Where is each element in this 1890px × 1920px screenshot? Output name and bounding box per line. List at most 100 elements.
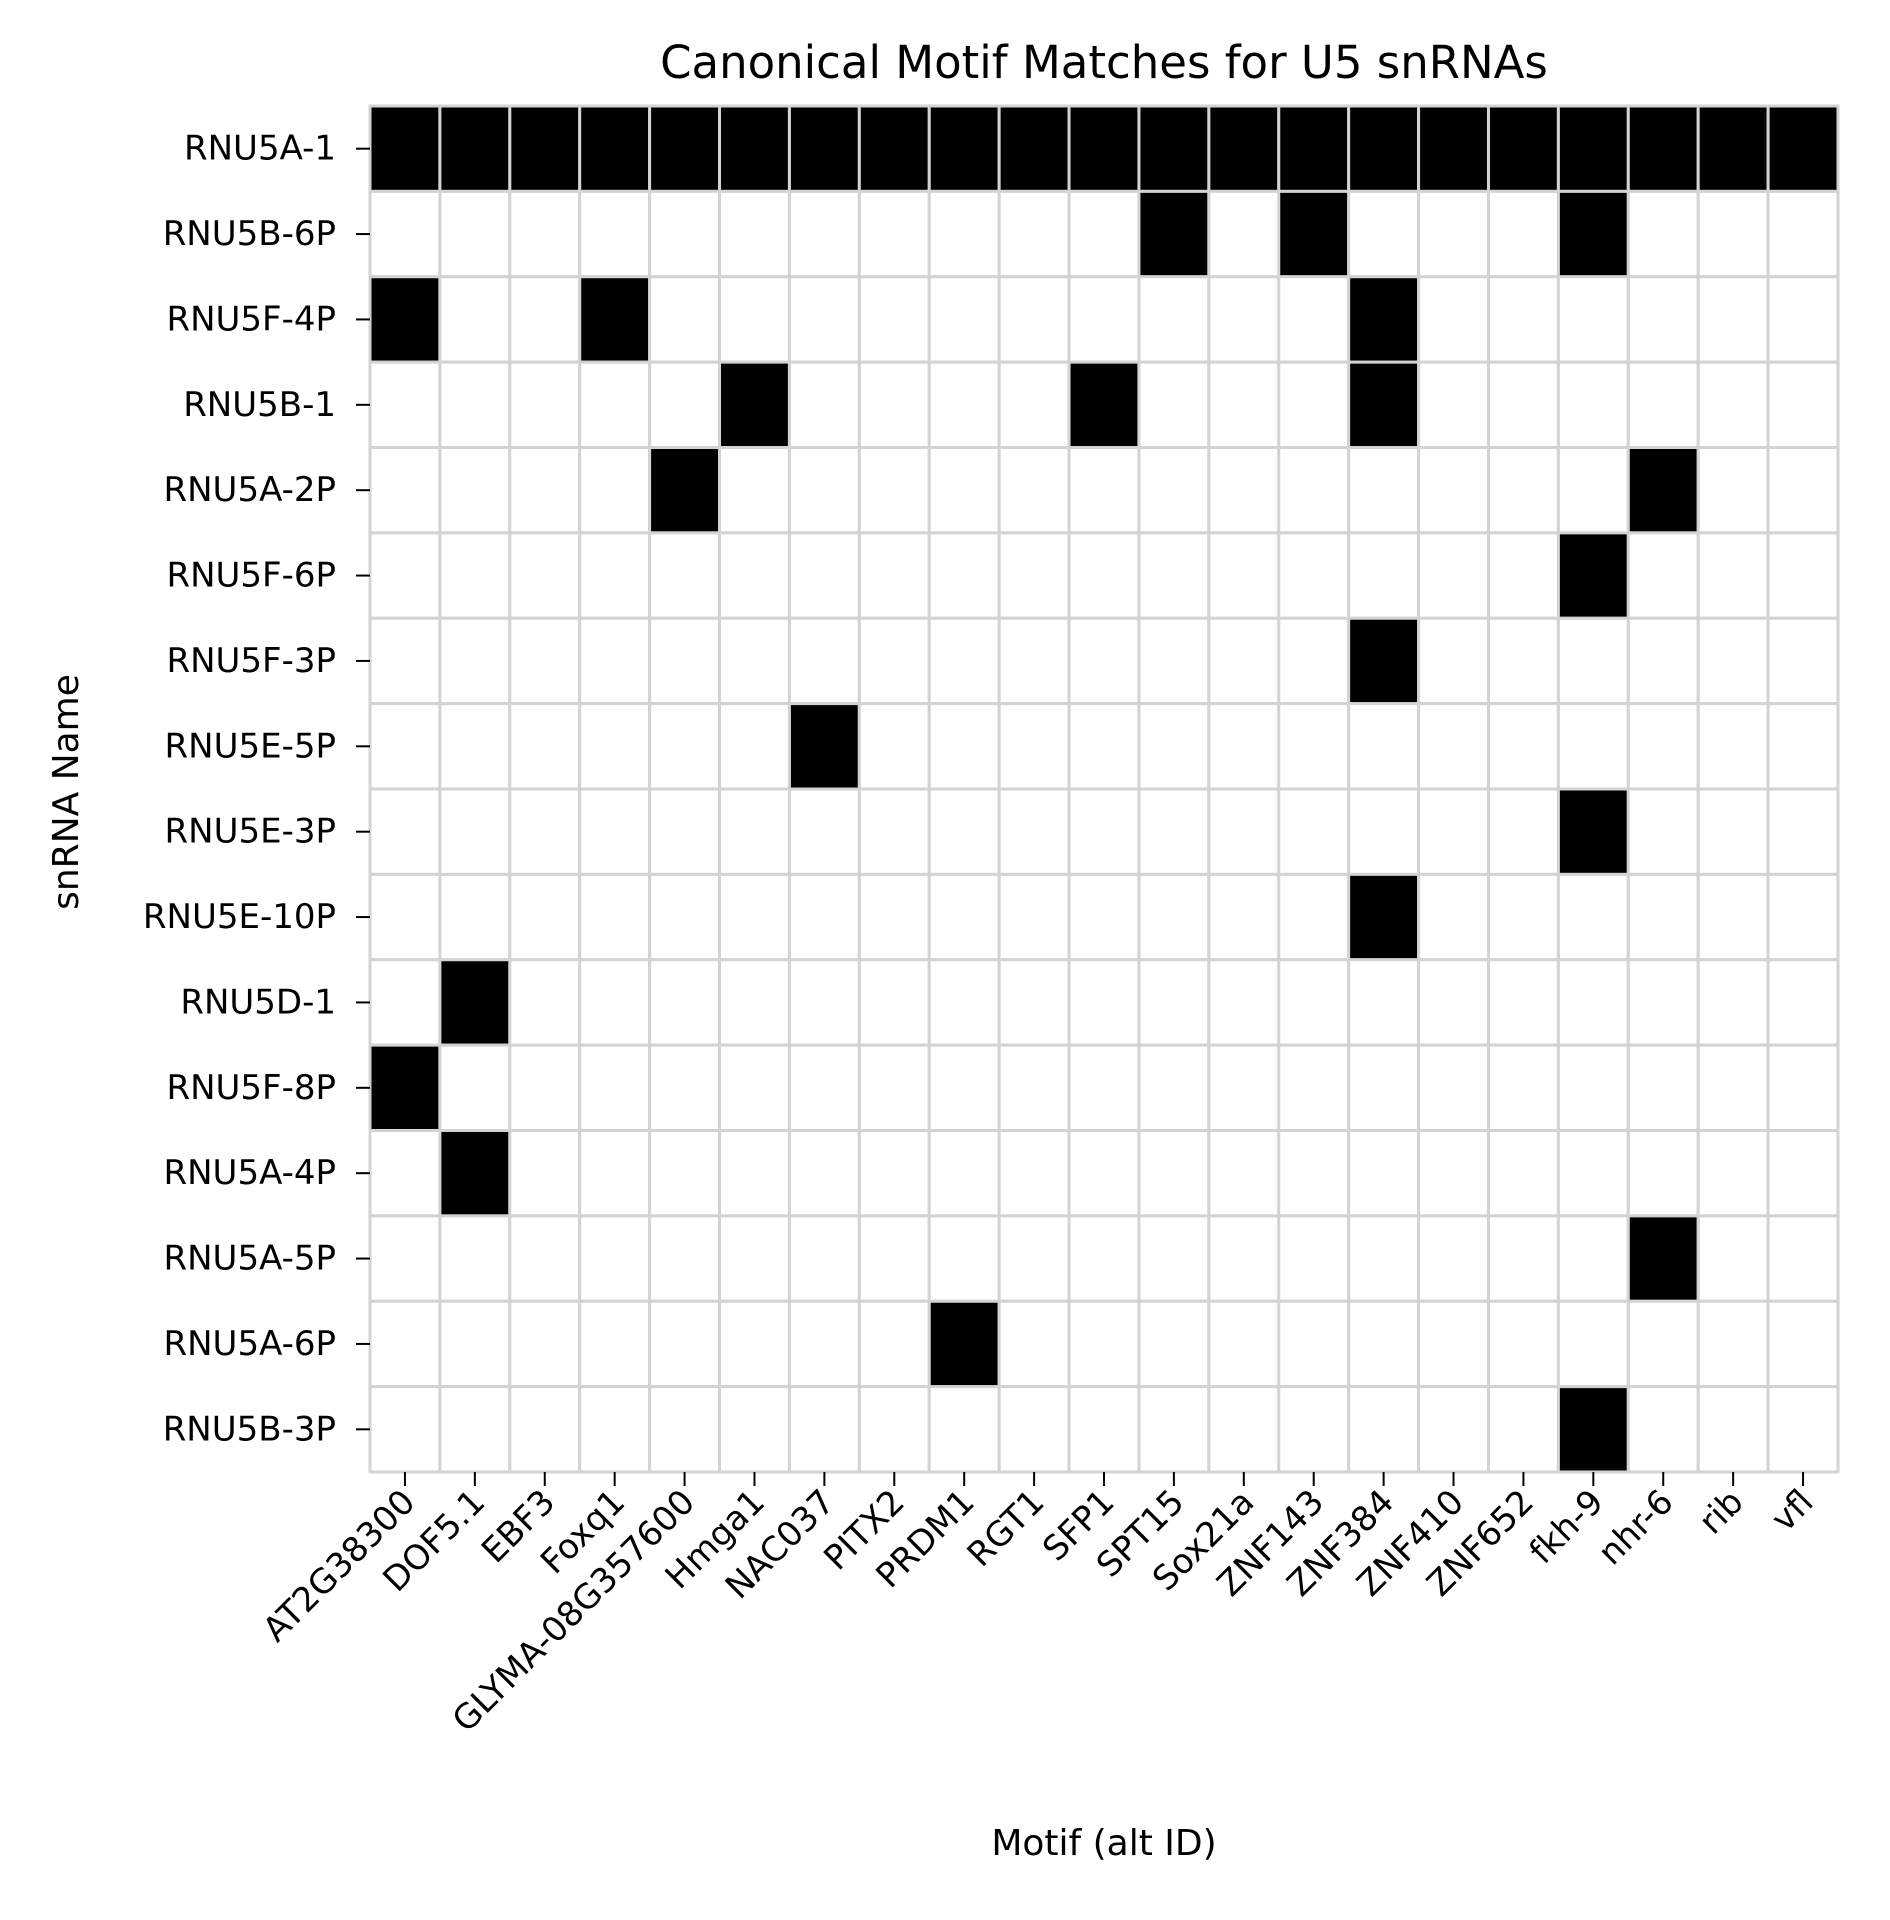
heatmap-cell <box>578 104 652 193</box>
heatmap-cell <box>718 787 791 876</box>
heatmap-cell <box>1067 872 1141 962</box>
heatmap-cell <box>997 1043 1071 1132</box>
heatmap-cell <box>857 1385 931 1474</box>
heatmap-cell <box>368 702 442 791</box>
y-tick-label: RNU5F-8P <box>166 1068 336 1108</box>
heatmap-cell <box>438 702 512 791</box>
heatmap-cell <box>787 1385 861 1474</box>
heatmap-cell <box>1626 189 1700 279</box>
heatmap-cell <box>1067 702 1141 791</box>
heatmap-cell <box>1696 1299 1770 1389</box>
heatmap-cell <box>1207 275 1281 364</box>
heatmap-cell <box>1207 1299 1281 1389</box>
heatmap-cell <box>1766 1385 1840 1474</box>
heatmap-cell <box>1626 104 1700 193</box>
heatmap-cell <box>1696 531 1770 620</box>
heatmap-cell <box>1766 1214 1840 1303</box>
heatmap-cell <box>1277 446 1351 535</box>
heatmap-cell <box>1277 958 1351 1047</box>
heatmap-cell <box>438 1214 512 1303</box>
heatmap-cell <box>1486 189 1560 279</box>
heatmap-cell <box>718 958 791 1047</box>
heatmap-cell <box>997 275 1071 364</box>
heatmap-cell <box>718 616 791 706</box>
heatmap-cell <box>1277 1385 1351 1474</box>
heatmap-cell <box>1626 616 1700 706</box>
x-axis-label: Motif (alt ID) <box>991 1823 1216 1864</box>
heatmap-cell <box>1347 360 1421 449</box>
heatmap-cell <box>1766 360 1840 449</box>
heatmap-cell <box>927 531 1001 620</box>
heatmap-cell <box>1556 616 1630 706</box>
heatmap-cell <box>508 1214 582 1303</box>
heatmap-cell <box>1486 616 1560 706</box>
heatmap-cell <box>1486 446 1560 535</box>
heatmap-cell <box>578 1385 652 1474</box>
heatmap-cell <box>718 446 791 535</box>
heatmap-cell <box>787 446 861 535</box>
heatmap-cell <box>1137 1299 1211 1389</box>
heatmap-cell <box>1137 275 1211 364</box>
heatmap-cell <box>1556 787 1630 876</box>
heatmap-cell <box>997 1385 1071 1474</box>
heatmap-cell <box>1766 446 1840 535</box>
heatmap-cell <box>1137 872 1211 962</box>
heatmap-cell <box>787 104 861 193</box>
heatmap-cell <box>927 360 1001 449</box>
y-tick-label: RNU5B-3P <box>163 1409 336 1449</box>
heatmap-cell <box>1626 275 1700 364</box>
heatmap-cell <box>857 702 931 791</box>
heatmap-cell <box>1417 872 1490 962</box>
heatmap-cell <box>1067 1385 1141 1474</box>
heatmap-cell <box>1696 1385 1770 1474</box>
heatmap-cell <box>1766 872 1840 962</box>
heatmap-cell <box>997 702 1071 791</box>
heatmap-cell <box>508 189 582 279</box>
y-tick-label: RNU5F-3P <box>166 641 336 681</box>
heatmap-cell <box>1277 1299 1351 1389</box>
heatmap-cell <box>368 446 442 535</box>
heatmap-cell <box>787 1129 861 1218</box>
heatmap-cell <box>1626 531 1700 620</box>
heatmap-cell <box>1067 360 1141 449</box>
heatmap-cell <box>1626 1385 1700 1474</box>
heatmap-cell <box>1277 702 1351 791</box>
heatmap-cell <box>1696 189 1770 279</box>
heatmap-cell <box>718 1214 791 1303</box>
heatmap-cell <box>718 1129 791 1218</box>
heatmap-cell <box>508 1129 582 1218</box>
heatmap-cell <box>857 1043 931 1132</box>
heatmap-cell <box>927 189 1001 279</box>
heatmap-cell <box>508 958 582 1047</box>
heatmap-cell <box>718 360 791 449</box>
heatmap-cell <box>1626 1043 1700 1132</box>
heatmap-cell <box>1486 787 1560 876</box>
heatmap-cell <box>1766 616 1840 706</box>
heatmap-cell <box>508 616 582 706</box>
heatmap-cell <box>368 872 442 962</box>
heatmap-cells <box>368 104 1840 1474</box>
heatmap-cell <box>997 360 1071 449</box>
heatmap-cell <box>578 872 652 962</box>
y-tick-label: RNU5A-1 <box>184 129 336 169</box>
heatmap-cell <box>438 1299 512 1389</box>
heatmap-cell <box>787 702 861 791</box>
heatmap-cell <box>368 1043 442 1132</box>
heatmap-cell <box>1347 104 1421 193</box>
heatmap-cell <box>1486 872 1560 962</box>
heatmap-cell <box>1277 531 1351 620</box>
chart-title: Canonical Motif Matches for U5 snRNAs <box>660 36 1548 89</box>
heatmap-cell <box>857 531 931 620</box>
heatmap-cell <box>1417 360 1490 449</box>
heatmap-cell <box>1417 446 1490 535</box>
heatmap-cell <box>718 189 791 279</box>
heatmap-cell <box>1277 616 1351 706</box>
heatmap-cell <box>1347 1299 1421 1389</box>
heatmap-cell <box>787 872 861 962</box>
heatmap-cell <box>927 1214 1001 1303</box>
heatmap-cell <box>787 616 861 706</box>
heatmap-cell <box>997 872 1071 962</box>
heatmap-cell <box>1417 616 1490 706</box>
y-tick-label: RNU5E-10P <box>143 897 336 937</box>
heatmap-cell <box>1207 872 1281 962</box>
